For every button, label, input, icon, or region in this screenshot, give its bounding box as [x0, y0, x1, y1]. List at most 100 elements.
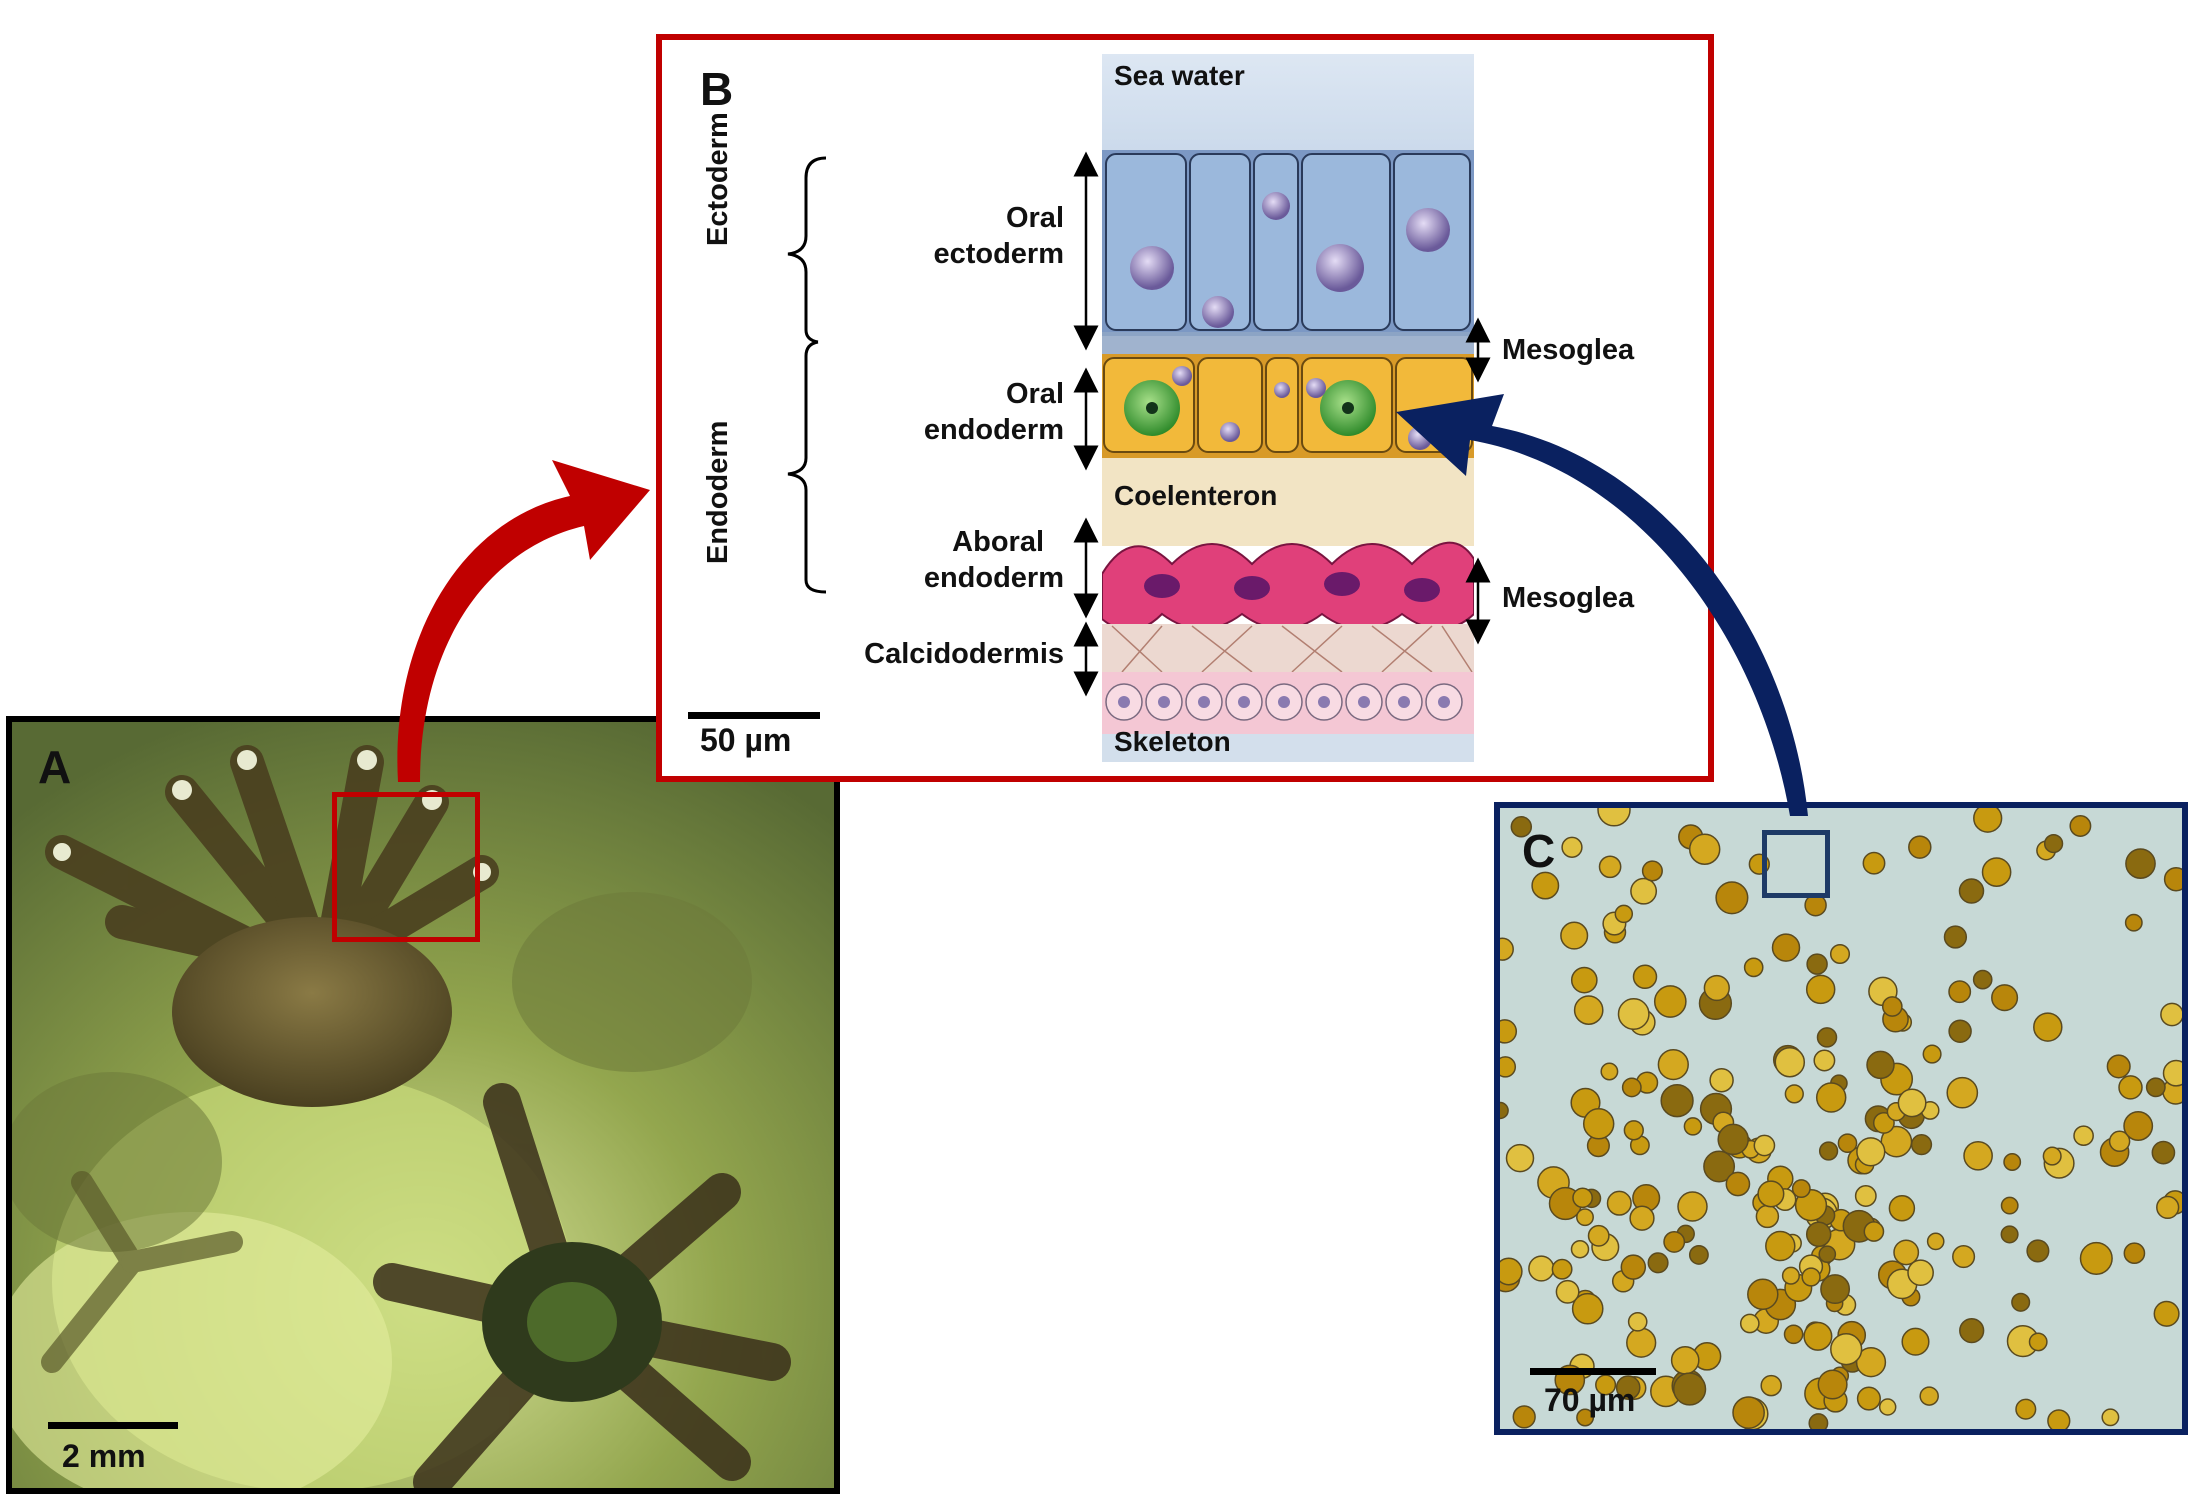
zooxanthella-cell	[2124, 913, 2143, 932]
zooxanthella-cell	[1614, 904, 1634, 924]
zooxanthella-cell	[2033, 1012, 2063, 1042]
zooxanthella-cell	[2101, 1408, 2120, 1427]
zooxanthella-cell	[1500, 1257, 1523, 1286]
zooxanthella-cell	[1771, 933, 1801, 962]
zooxanthella-cell	[1561, 836, 1583, 858]
zooxanthella-cell	[1717, 1123, 1749, 1156]
zooxanthella-cell	[1910, 1133, 1933, 1156]
zooxanthella-cell	[1570, 966, 1598, 994]
zooxanthella-cell	[1629, 1205, 1655, 1231]
zooxanthella-cell	[1688, 833, 1721, 865]
zooxanthella-cell	[1683, 1117, 1703, 1136]
zooxanthella-cell	[2003, 1153, 2022, 1171]
zooxanthella-cell	[1893, 1239, 1920, 1266]
sea-water-layer	[1102, 54, 1474, 164]
zooxanthella-cell	[1595, 1374, 1617, 1396]
zooxanthella-cell	[1760, 1374, 1782, 1397]
zooxanthella-cell	[2042, 1146, 2062, 1166]
zooxanthella-cell	[2160, 1002, 2182, 1027]
inset-box-c	[1762, 830, 1830, 898]
zooxanthella-cell	[2163, 866, 2182, 892]
skeleton-label: Skeleton	[1114, 726, 1231, 757]
zooxanthella-cell	[1641, 860, 1663, 882]
zooxanthella-cell	[1963, 1140, 1993, 1171]
zooxanthella-cell	[1663, 1230, 1686, 1253]
zooxanthella-cell	[2028, 1332, 2048, 1352]
oral-endoderm-label-line1: Oral	[1005, 378, 1064, 410]
zooxanthella-cell	[1600, 1062, 1619, 1081]
zooxanthella-cell	[1801, 1267, 1821, 1287]
zooxanthella-cell	[2015, 1398, 2037, 1420]
zooxanthella-cell	[1630, 877, 1658, 905]
zooxanthella-cell	[2073, 1125, 2094, 1147]
mesoglea-lower-label: Mesoglea	[1502, 582, 1635, 614]
aboral-endoderm-cells	[1102, 541, 1474, 632]
zooxanthella-cell	[1755, 1204, 1780, 1229]
zooxanthella-cell	[1709, 1067, 1734, 1093]
zooxanthella-cell	[1981, 857, 2012, 887]
zooxanthella-cell	[1570, 1239, 1590, 1259]
zooxanthella-cell	[2125, 848, 2156, 879]
zooxanthella-cell	[2162, 1059, 2182, 1087]
zooxanthella-cell	[1806, 953, 1828, 975]
zooxanthella-cell	[1582, 1108, 1615, 1140]
zooxanthella-cell	[1881, 996, 1903, 1017]
zooxanthella-cell	[1753, 1134, 1776, 1157]
zooxanthella-cell	[1573, 995, 1604, 1025]
scale-bar-a	[48, 1422, 178, 1429]
zooxanthella-cell	[1817, 1369, 1848, 1400]
zooxanthella-cell	[1774, 1046, 1806, 1078]
zooxanthella-cell	[1500, 1019, 1518, 1044]
zooxanthella-cell	[1855, 1347, 1887, 1378]
zooxanthella-cell	[1757, 1180, 1785, 1208]
zooxanthella-cell	[1531, 871, 1560, 900]
oral-ectoderm-cells	[1102, 150, 1474, 336]
zooxanthella-cell	[1576, 1408, 1595, 1427]
zooxanthella-cell	[1560, 921, 1589, 950]
zooxanthella-cell	[1621, 1077, 1642, 1098]
zooxanthella-cell	[1617, 998, 1650, 1030]
zooxanthella-cell	[2123, 1111, 2154, 1141]
panel-c-micrograph: C 70 µm	[1494, 802, 2188, 1435]
zooxanthella-cell	[1922, 1044, 1942, 1064]
zooxanthella-cell	[1943, 925, 1968, 949]
zooxanthella-cell	[1587, 1224, 1610, 1247]
zooxanthella-cell	[1732, 1396, 1765, 1429]
zooxanthella-cell	[2069, 815, 2092, 837]
zooxanthella-cell	[2123, 1242, 2146, 1265]
zooxanthellae-image	[1500, 808, 2182, 1429]
zooxanthella-cell	[1500, 937, 1514, 961]
zooxanthella-cell	[1901, 1327, 1930, 1356]
zooxanthella-cell	[1973, 808, 2003, 833]
oral-endoderm-label-line2: endoderm	[923, 414, 1064, 446]
zooxanthella-cell	[1510, 816, 1533, 838]
zooxanthella-cell	[1781, 1266, 1800, 1285]
zooxanthella-cell	[1958, 878, 1985, 904]
zooxanthella-cell	[1623, 1120, 1644, 1141]
zooxanthella-cell	[1576, 1208, 1594, 1227]
zooxanthella-cell	[1815, 1082, 1847, 1113]
zooxanthella-cell	[1856, 1386, 1881, 1411]
zooxanthella-cell	[1946, 1076, 1979, 1109]
zooxanthella-cell	[1862, 851, 1886, 875]
panel-b-letter: B	[700, 63, 734, 115]
zooxanthella-cell	[2153, 1300, 2180, 1327]
inset-box-a	[332, 792, 480, 942]
zooxanthella-cell	[1647, 1252, 1669, 1274]
zooxanthella-cell	[2011, 1292, 2031, 1312]
coelenteron-label: Coelenteron	[1114, 480, 1278, 511]
zooxanthella-cell	[1505, 1143, 1535, 1173]
scale-label-b: 50 µm	[700, 722, 792, 758]
zooxanthella-cell	[1528, 1255, 1555, 1282]
zooxanthella-cell	[1670, 1345, 1700, 1375]
zooxanthella-cell	[1598, 855, 1622, 879]
zooxanthella-cell	[1820, 1274, 1851, 1305]
zooxanthella-cell	[2043, 833, 2064, 854]
zooxanthella-cell	[1703, 1150, 1736, 1183]
zooxanthella-cell	[2047, 1409, 2071, 1429]
mesoglea-upper-label: Mesoglea	[1502, 334, 1635, 366]
zooxanthella-cell	[1747, 1278, 1779, 1311]
zooxanthella-cell	[1897, 1088, 1927, 1118]
oral-ectoderm-label-line1: Oral	[1005, 202, 1064, 234]
zooxanthella-cell	[1677, 1191, 1708, 1222]
